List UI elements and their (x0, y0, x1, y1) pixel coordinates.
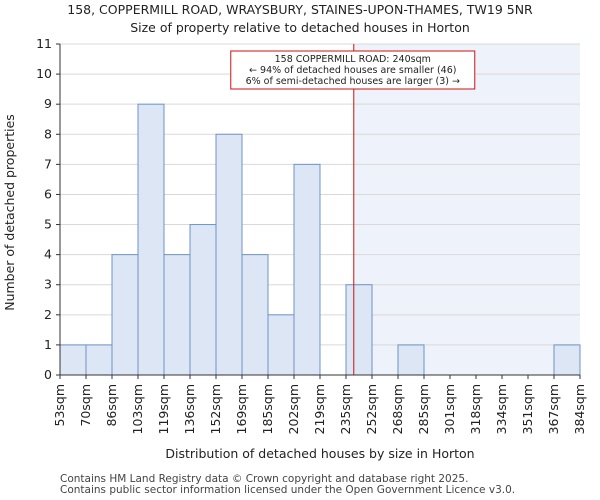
x-axis-title: Distribution of detached houses by size … (165, 446, 474, 461)
x-tick-label: 301sqm (442, 384, 457, 434)
x-tick-label: 235sqm (338, 384, 353, 434)
bar (85, 344, 113, 376)
x-tick-label: 119sqm (156, 384, 171, 434)
y-tick-label: 4 (44, 247, 52, 262)
y-tick-label: 10 (36, 66, 52, 81)
annotation-line: 6% of semi-detached houses are larger (3… (246, 76, 460, 87)
annotation-line: ← 94% of detached houses are smaller (46… (249, 65, 456, 76)
y-tick-label: 1 (44, 337, 52, 352)
bar (137, 103, 165, 376)
annotation-box (230, 50, 476, 90)
bar (215, 133, 243, 376)
x-tick-label: 367sqm (546, 384, 561, 434)
y-tick-label: 7 (44, 156, 52, 171)
bar (111, 254, 139, 376)
y-tick-label: 2 (44, 307, 52, 322)
y-tick-label: 5 (44, 217, 52, 232)
x-tick-label: 351sqm (520, 384, 535, 434)
bar (59, 344, 87, 376)
bar (553, 344, 581, 376)
y-axis-title: Number of detached properties (2, 114, 17, 311)
x-tick-label: 185sqm (260, 384, 275, 434)
footer-copyright: Contains HM Land Registry data © Crown c… (60, 473, 469, 485)
y-tick-label: 6 (44, 186, 52, 201)
x-tick-label: 103sqm (130, 384, 145, 434)
highlight-region (353, 44, 580, 375)
chart-title-block: 158, COPPERMILL ROAD, WRAYSBURY, STAINES… (0, 1, 600, 37)
bar (189, 224, 217, 376)
chart-title: 158, COPPERMILL ROAD, WRAYSBURY, STAINES… (67, 2, 533, 17)
y-tick-label: 8 (44, 126, 52, 141)
annotation-line: 158 COPPERMILL ROAD: 240sqm (275, 54, 431, 65)
x-tick-label: 384sqm (572, 384, 587, 434)
bar (345, 284, 373, 376)
x-tick-label: 152sqm (208, 384, 223, 434)
chart-subtitle: Size of property relative to detached ho… (130, 20, 470, 35)
y-tick-label: 11 (36, 36, 52, 51)
x-tick-label: 136sqm (182, 384, 197, 434)
bar (267, 314, 295, 376)
bar (293, 163, 321, 376)
x-tick-label: 334sqm (494, 384, 509, 434)
x-tick-label: 219sqm (312, 384, 327, 434)
x-tick-label: 202sqm (286, 384, 301, 434)
y-tick-label: 0 (44, 367, 52, 382)
x-tick-label: 268sqm (390, 384, 405, 434)
x-tick-label: 169sqm (234, 384, 249, 434)
y-tick-label: 3 (44, 277, 52, 292)
x-tick-label: 53sqm (52, 384, 67, 427)
x-tick-label: 318sqm (468, 384, 483, 434)
x-tick-label: 70sqm (78, 384, 93, 427)
bar (163, 254, 191, 376)
bar (241, 254, 269, 376)
footer-licence: Contains public sector information licen… (60, 484, 516, 496)
bar (397, 344, 425, 376)
x-tick-label: 285sqm (416, 384, 431, 434)
x-tick-label: 252sqm (364, 384, 379, 434)
x-tick-label: 86sqm (104, 384, 119, 427)
y-tick-label: 9 (44, 96, 52, 111)
